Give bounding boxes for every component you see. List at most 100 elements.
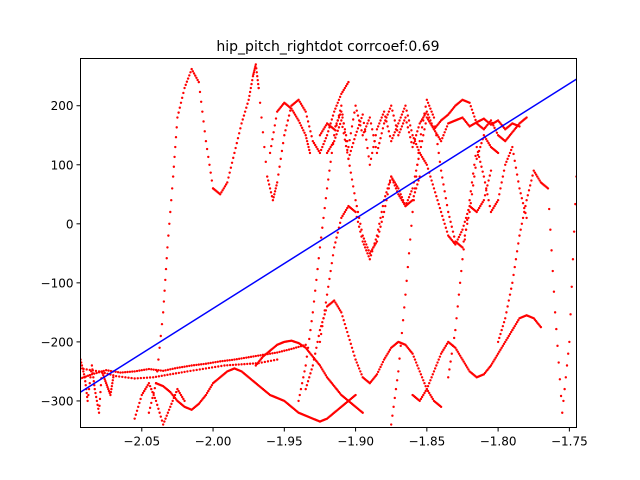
scatter-point xyxy=(190,364,193,367)
scatter-point xyxy=(487,199,490,202)
scatter-point xyxy=(404,204,407,208)
scatter-point xyxy=(205,391,209,395)
scatter-point xyxy=(231,363,235,367)
scatter-point xyxy=(312,141,316,145)
scatter-point xyxy=(523,210,526,214)
scatter-point xyxy=(306,142,310,146)
scatter-point xyxy=(524,204,527,208)
scatter-point xyxy=(361,411,364,414)
scatter-point xyxy=(414,134,418,137)
scatter-point xyxy=(378,368,381,371)
scatter-point xyxy=(349,342,353,346)
scatter-point xyxy=(167,408,171,411)
scatter-point xyxy=(146,383,149,387)
scatter-point xyxy=(272,358,276,362)
scatter-point xyxy=(436,142,439,146)
scatter-point xyxy=(436,199,439,202)
scatter-point xyxy=(342,319,345,322)
scatter-point xyxy=(452,235,456,238)
scatter-point xyxy=(525,199,528,202)
scatter-point xyxy=(305,355,309,358)
scatter-point xyxy=(379,216,382,220)
scatter-point xyxy=(460,356,463,359)
y-tick-label: 200 xyxy=(51,99,74,113)
scatter-point xyxy=(357,225,361,228)
scatter-point xyxy=(167,234,170,237)
scatter-point xyxy=(385,354,388,357)
scatter-point xyxy=(508,293,512,296)
scatter-point xyxy=(393,119,396,122)
scatter-point xyxy=(335,236,338,239)
scatter-point xyxy=(289,109,292,112)
scatter-point xyxy=(275,351,279,354)
scatter-point xyxy=(338,109,342,112)
scatter-point xyxy=(488,174,491,177)
scatter-point xyxy=(308,376,311,379)
scatter-point xyxy=(94,391,97,395)
scatter-point xyxy=(321,130,324,133)
scatter-point xyxy=(97,370,101,373)
scatter-point xyxy=(196,78,199,82)
scatter-point xyxy=(385,191,388,194)
scatter-point xyxy=(388,348,392,351)
scatter-point xyxy=(393,131,396,134)
scatter-point xyxy=(198,368,201,371)
scatter-point xyxy=(424,389,427,393)
scatter-point xyxy=(539,325,543,329)
scatter-point xyxy=(91,372,95,375)
scatter-point xyxy=(172,165,176,168)
scatter-point xyxy=(336,129,339,133)
scatter-point xyxy=(457,235,461,239)
scatter-point xyxy=(131,370,134,373)
scatter-point xyxy=(221,359,224,363)
scatter-point xyxy=(418,122,421,125)
scatter-point xyxy=(509,330,513,334)
scatter-point xyxy=(243,110,247,113)
scatter-point xyxy=(407,119,411,122)
scatter-point xyxy=(449,220,452,224)
scatter-point xyxy=(347,334,350,338)
scatter-point xyxy=(381,127,385,130)
scatter-point xyxy=(248,94,251,98)
scatter-point xyxy=(188,364,191,368)
scatter-point xyxy=(308,125,311,128)
scatter-point xyxy=(185,365,189,368)
scatter-point xyxy=(255,71,258,74)
scatter-point xyxy=(204,139,208,143)
scatter-point xyxy=(401,319,405,322)
scatter-point xyxy=(418,399,421,403)
scatter-point xyxy=(210,366,214,369)
scatter-point xyxy=(247,356,250,359)
scatter-point xyxy=(461,228,464,231)
scatter-point xyxy=(431,183,434,186)
scatter-point xyxy=(426,101,430,104)
scatter-point xyxy=(487,179,490,182)
scatter-point xyxy=(372,246,375,249)
scatter-point xyxy=(354,134,357,137)
scatter-point xyxy=(316,340,319,344)
chart-title: hip_pitch_rightdot corrcoef:0.69 xyxy=(216,39,439,55)
scatter-point xyxy=(489,119,493,122)
scatter-point xyxy=(208,387,211,391)
scatter-point xyxy=(506,336,509,340)
scatter-point xyxy=(318,328,322,332)
y-axis-ticks: −300 −200 −100 0 100 200 xyxy=(41,99,81,408)
scatter-point xyxy=(513,324,516,328)
scatter-point xyxy=(387,350,391,353)
scatter-point xyxy=(398,195,401,198)
scatter-point xyxy=(365,249,368,252)
scatter-point xyxy=(380,116,383,119)
scatter-point xyxy=(294,115,298,118)
scatter-point xyxy=(88,368,91,372)
scatter-point xyxy=(175,126,178,129)
scatter-point xyxy=(158,411,161,414)
scatter-point xyxy=(475,210,478,214)
scatter-point xyxy=(360,228,363,231)
scatter-point xyxy=(133,370,136,373)
scatter-point xyxy=(354,199,357,202)
scatter-point xyxy=(80,364,84,367)
scatter-point xyxy=(151,396,154,400)
scatter-point xyxy=(411,352,414,355)
scatter-point xyxy=(482,175,486,178)
scatter-point xyxy=(352,350,355,353)
